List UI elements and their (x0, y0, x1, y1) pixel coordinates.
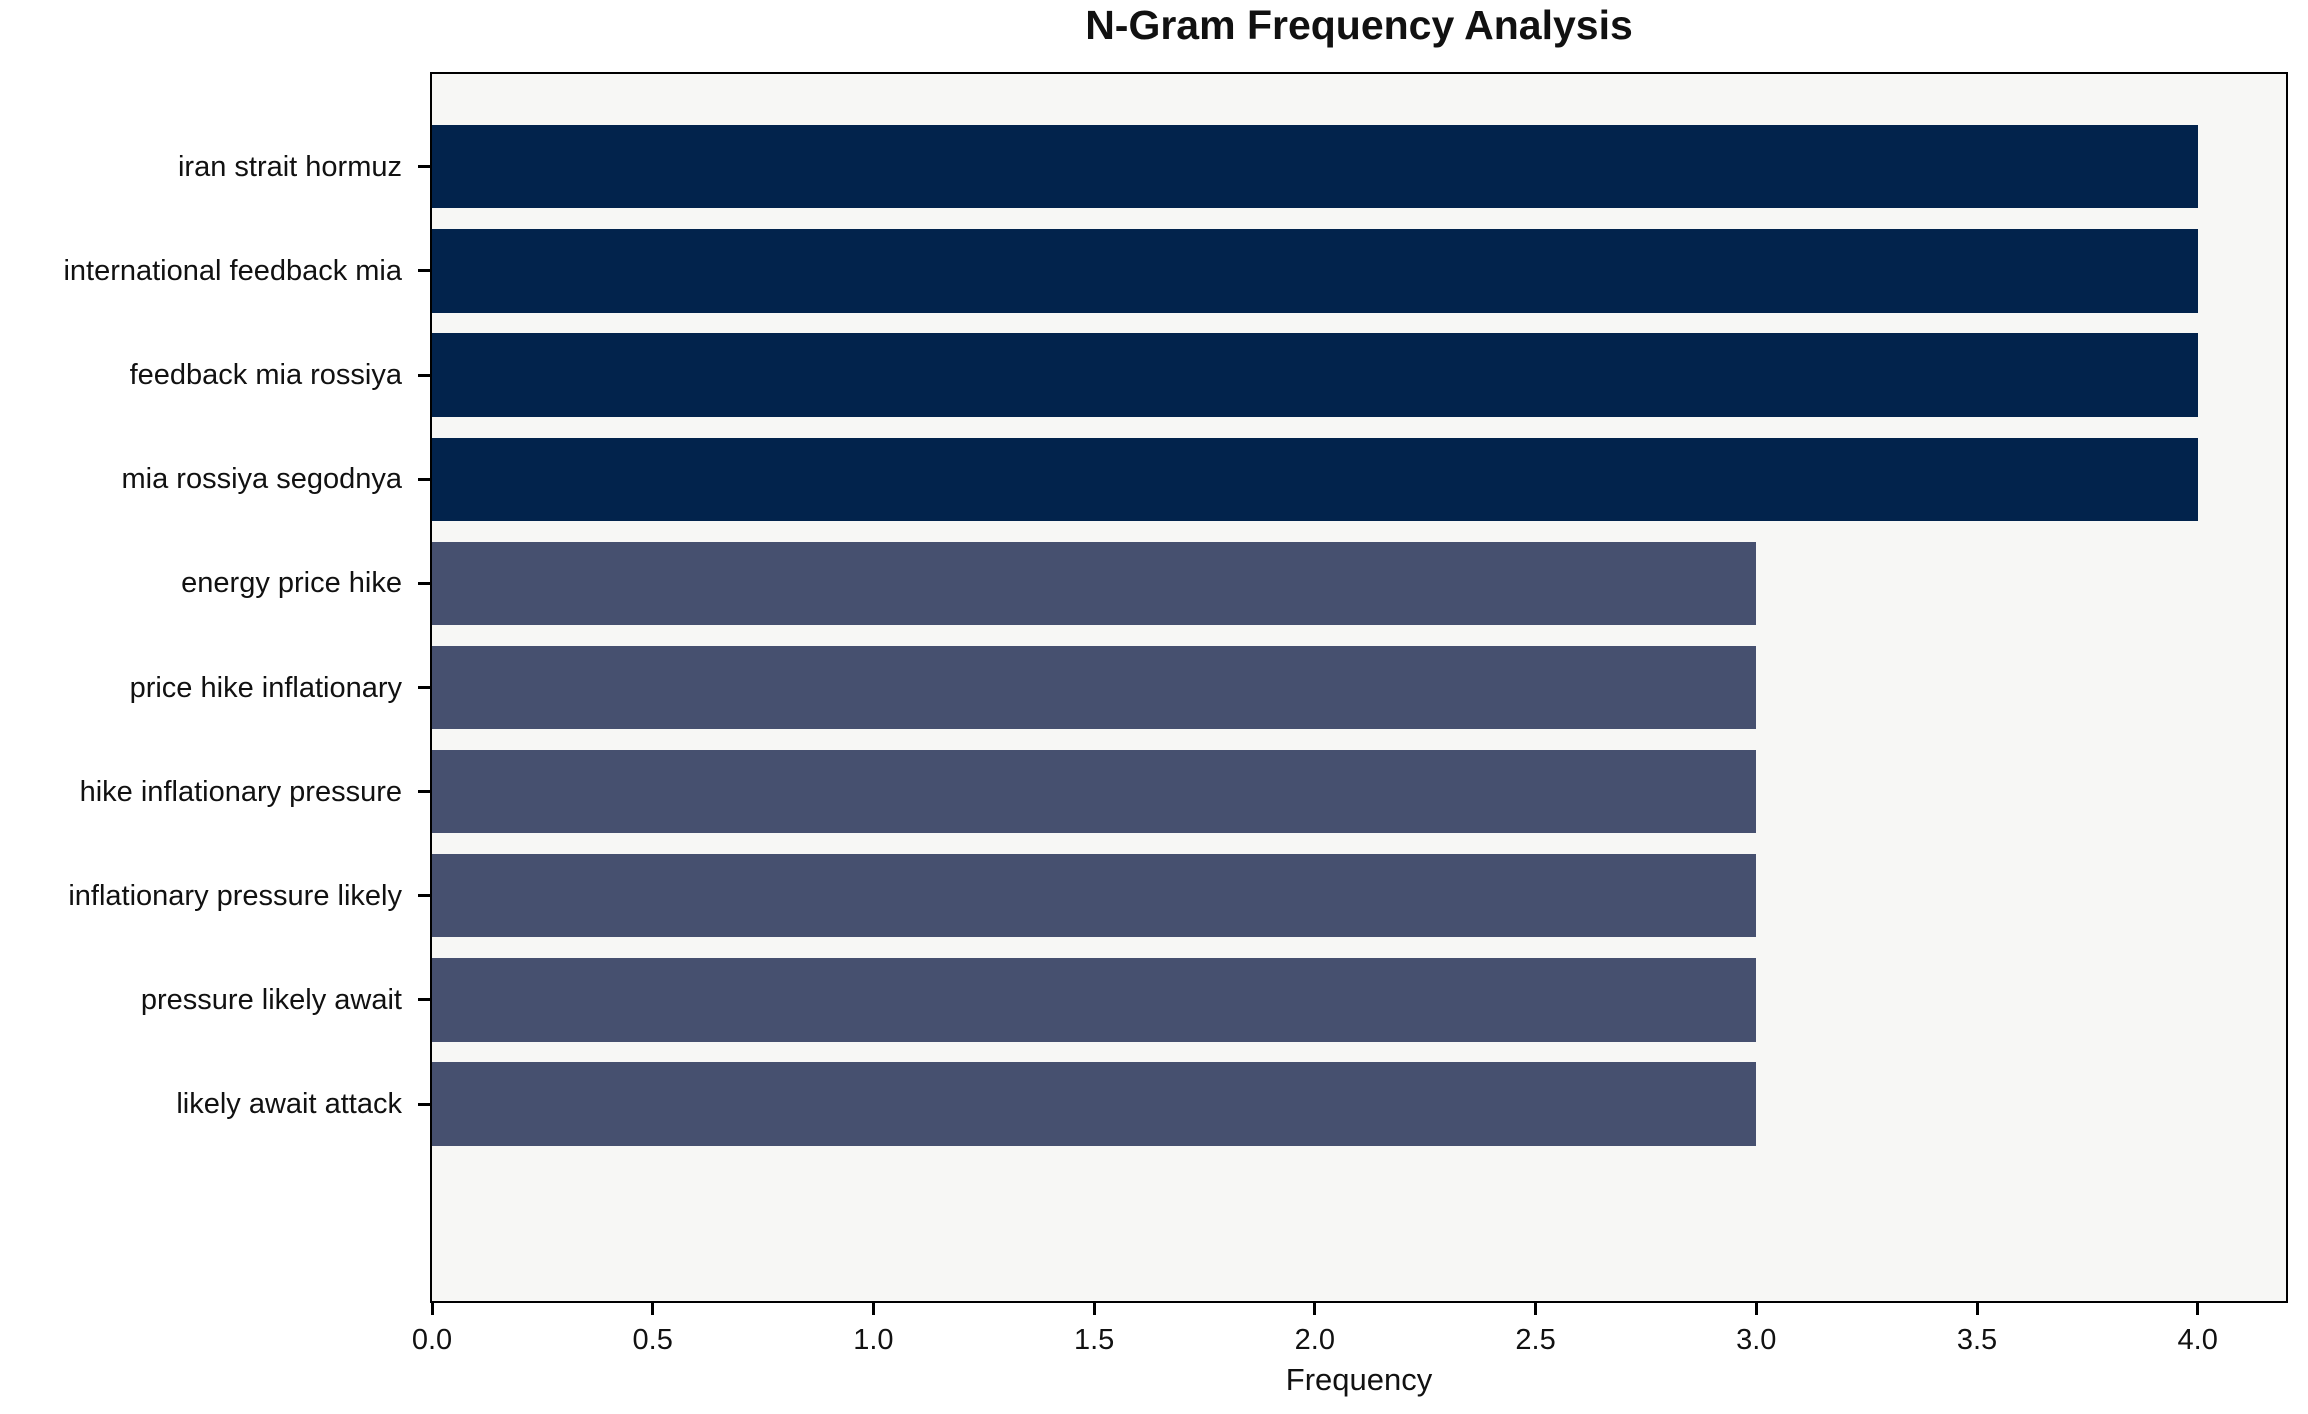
y-tick-mark (418, 998, 430, 1002)
y-tick-mark (418, 373, 430, 377)
bar-energy-price-hike (432, 541, 1757, 625)
x-tick-label: 4.0 (2177, 1324, 2218, 1356)
x-tick-mark (430, 1303, 434, 1315)
x-tick-label: 1.0 (853, 1324, 894, 1356)
bar-iran-strait-hormuz (432, 125, 2198, 209)
y-tick-mark (418, 790, 430, 794)
y-axis-label: iran strait hormuz (177, 150, 402, 183)
y-tick-mark (418, 581, 430, 585)
bar-international-feedback-mia (432, 229, 2198, 313)
y-axis-label: likely await attack (176, 1088, 402, 1121)
bar-likely-await-attack (432, 1062, 1757, 1146)
x-tick-label: 2.0 (1294, 1324, 1335, 1356)
x-tick-mark (871, 1303, 875, 1315)
y-tick-mark (418, 477, 430, 481)
bar-inflationary-pressure-likely (432, 854, 1757, 938)
x-tick-mark (1092, 1303, 1096, 1315)
bar-pressure-likely-await (432, 958, 1757, 1042)
bar-mia-rossiya-segodnya (432, 437, 2198, 521)
y-tick-mark (418, 1102, 430, 1106)
x-axis-title: Frequency (1285, 1362, 1433, 1397)
y-axis-label: international feedback mia (63, 254, 402, 287)
y-tick-mark (418, 165, 430, 169)
bar-hike-inflationary-pressure (432, 749, 1757, 834)
x-tick-mark (1313, 1303, 1317, 1315)
y-axis-label: hike inflationary pressure (79, 775, 402, 808)
y-axis-label: feedback mia rossiya (129, 359, 402, 392)
y-tick-mark (418, 686, 430, 689)
x-tick-mark (651, 1303, 655, 1315)
x-tick-label: 3.5 (1956, 1324, 1998, 1356)
x-tick-mark (1534, 1303, 1538, 1315)
x-tick-label: 2.5 (1515, 1324, 1556, 1356)
y-tick-mark (418, 894, 430, 898)
y-axis-label: pressure likely await (140, 983, 402, 1016)
plot-area (430, 72, 2288, 1303)
x-tick-mark (2196, 1303, 2200, 1315)
y-tick-mark (418, 269, 430, 273)
x-tick-label: 0.0 (411, 1324, 453, 1356)
y-axis-label: inflationary pressure likely (68, 879, 402, 912)
chart-title: N-Gram Frequency Analysis (1085, 2, 1633, 48)
bar-price-hike-inflationary (432, 645, 1757, 730)
bar-feedback-mia-rossiya (432, 333, 2198, 417)
y-axis-label: price hike inflationary (129, 671, 402, 704)
x-tick-label: 3.0 (1736, 1324, 1777, 1356)
x-tick-label: 1.5 (1073, 1324, 1115, 1356)
y-axis-label: energy price hike (181, 567, 402, 600)
x-tick-mark (1975, 1303, 1979, 1315)
x-tick-label: 0.5 (632, 1324, 673, 1356)
x-tick-mark (1754, 1303, 1758, 1315)
y-axis-label: mia rossiya segodnya (121, 463, 402, 496)
